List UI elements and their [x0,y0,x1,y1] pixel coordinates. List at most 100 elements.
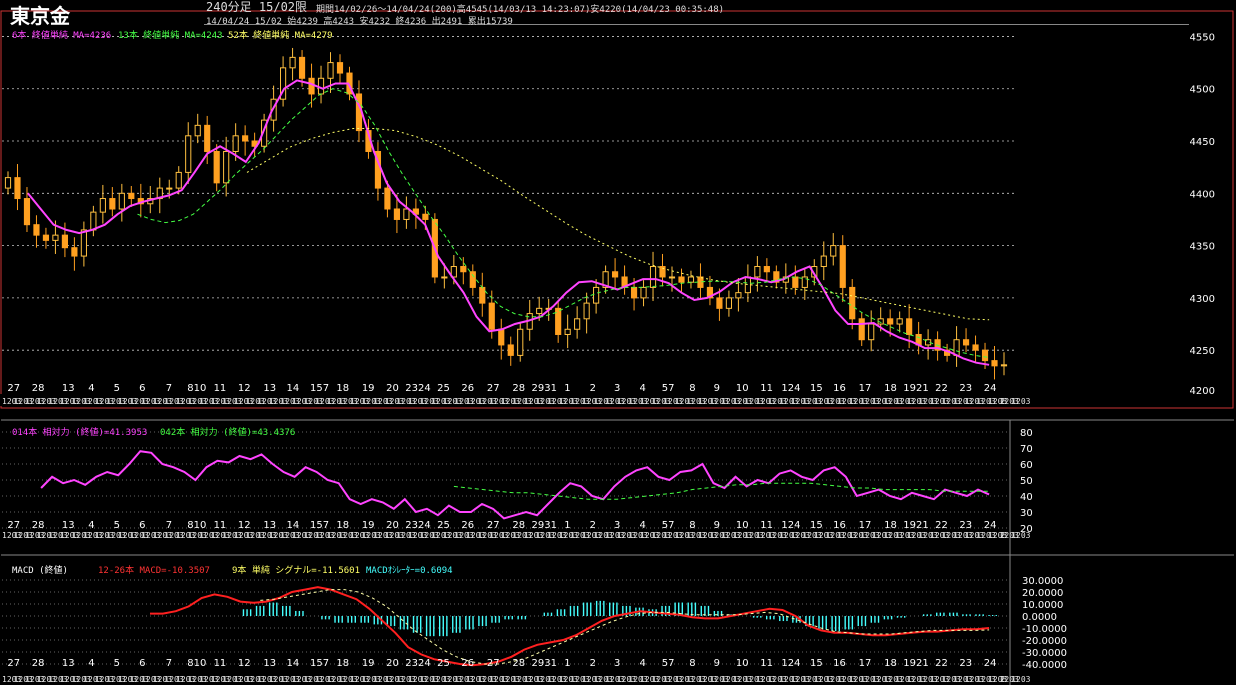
date-strip-label: 1203 [478,397,497,406]
rsi-date-strip-label: 1203 [1000,531,1019,540]
day-label: 28 [32,383,45,394]
day-label: 13 [62,383,75,394]
rsi-day-label: 11 [214,520,227,531]
signal-line [260,589,990,665]
candle-body [488,302,495,330]
macd-date-strip-label: 1203 [1011,675,1030,684]
date-strip-label: 1203 [802,397,821,406]
macd-date-strip-label: 1203 [559,675,578,684]
rsi-y-tick: 80 [1020,428,1033,439]
macd-date-strip-label: 1203 [536,675,555,684]
rsi-day-label: 12 [238,520,251,531]
date-strip-label: 1203 [431,397,450,406]
macd-date-strip-label: 1203 [640,675,659,684]
macd-day-label: 2 [590,658,596,669]
rsi-day-label: 3 [614,520,620,531]
date-strip-label: 1203 [628,397,647,406]
range-info: 期間14/02/26〜14/04/24(200)高4545(14/03/13 1… [316,5,725,15]
macd-date-strip-label: 1203 [130,675,149,684]
rsi-y-tick: 60 [1020,460,1033,471]
date-strip-label: 1203 [106,397,125,406]
macd-day-label: 57 [662,658,675,669]
date-strip-label: 1203 [721,397,740,406]
macd-date-strip-label: 1203 [710,675,729,684]
macd-day-label: 810 [187,658,206,669]
rsi-date-strip-label: 1203 [489,531,508,540]
candle-body [128,192,135,200]
rsi-date-strip-label: 1203 [269,531,288,540]
candle-body [308,77,315,95]
macd-date-strip-label: 1203 [106,675,125,684]
macd-y-tick: 20.0000 [1022,588,1063,599]
date-strip-label: 1203 [489,397,508,406]
macd-date-strip-label: 1203 [675,675,694,684]
candle-body [830,245,837,257]
rsi-date-strip-label: 1203 [826,531,845,540]
macd-legend-signal: 9本 単純 シグナル=-11.5601 [232,566,361,576]
date-strip-label: 1203 [362,397,381,406]
day-label: 18 [336,383,349,394]
date-strip-label: 1203 [454,397,473,406]
date-strip-label: 1203 [744,397,763,406]
rsi-date-strip-label: 1203 [559,531,578,540]
date-strip-label: 1203 [234,397,253,406]
rsi-date-strip-label: 1203 [837,531,856,540]
macd-date-strip-label: 1203 [83,675,102,684]
candle-body [185,135,192,173]
macd-day-label: 1 [564,658,570,669]
rsi-date-strip-label: 1203 [373,531,392,540]
candle-body [422,213,429,220]
date-strip-label: 1203 [617,397,636,406]
candle-body [213,150,220,184]
rsi-day-label: 2324 [405,520,430,531]
date-strip-label: 1203 [570,397,589,406]
candle-body [981,349,989,362]
macd-day-label: 18 [336,658,349,669]
date-strip-label: 1203 [1000,397,1019,406]
macd-day-label: 10 [736,658,749,669]
price-y-tick: 4500 [1190,85,1215,96]
day-label: 22 [935,383,948,394]
day-label: 11 [214,383,227,394]
macd-date-strip-label: 1203 [768,675,787,684]
candle-body [450,266,457,278]
day-label: 13 [263,383,276,394]
rsi-date-strip-label: 1203 [130,531,149,540]
rsi-date-strip-label: 1203 [292,531,311,540]
macd-day-label: 157 [310,658,329,669]
macd-date-strip-label: 1203 [257,675,276,684]
day-label: 19 [362,383,375,394]
candle-body [232,135,239,152]
last-bar-info: 14/04/24 15/02 始4239 高4243 安4232 終4236 出… [206,17,513,27]
macd-day-label: 15 [810,658,823,669]
rsi-day-label: 124 [781,520,800,531]
rsi-date-strip-label: 1203 [72,531,91,540]
rsi-date-strip-label: 1203 [443,531,462,540]
date-strip-label: 1203 [130,397,149,406]
rsi-day-label: 28 [32,520,45,531]
day-label: 15 [810,383,823,394]
date-strip-label: 1203 [48,397,67,406]
candle-body [972,344,979,351]
rsi-date-strip-label: 1203 [501,531,520,540]
macd-day-label: 27 [7,658,20,669]
rsi-date-strip-label: 1203 [570,531,589,540]
day-label: 20 [386,383,399,394]
macd-date-strip-label: 1203 [14,675,33,684]
rsi-day-label: 23 [959,520,972,531]
date-strip-label: 1203 [257,397,276,406]
instrument-title: 東京金 [10,4,70,28]
date-strip-label: 1203 [860,397,879,406]
date-strip-label: 1203 [837,397,856,406]
rsi-date-strip-label: 1203 [814,531,833,540]
rsi-day-label: 26 [461,520,474,531]
macd-date-strip-label: 1203 [153,675,172,684]
rsi-date-strip-label: 1203 [48,531,67,540]
rsi-y-tick: 50 [1020,476,1033,487]
macd-date-strip-label: 1203 [686,675,705,684]
candle-body [649,266,657,288]
candle-body [801,276,808,288]
rsi-date-strip-label: 1203 [628,531,647,540]
macd-date-strip-label: 1203 [605,675,624,684]
macd-date-strip-label: 2 [1000,675,1005,684]
